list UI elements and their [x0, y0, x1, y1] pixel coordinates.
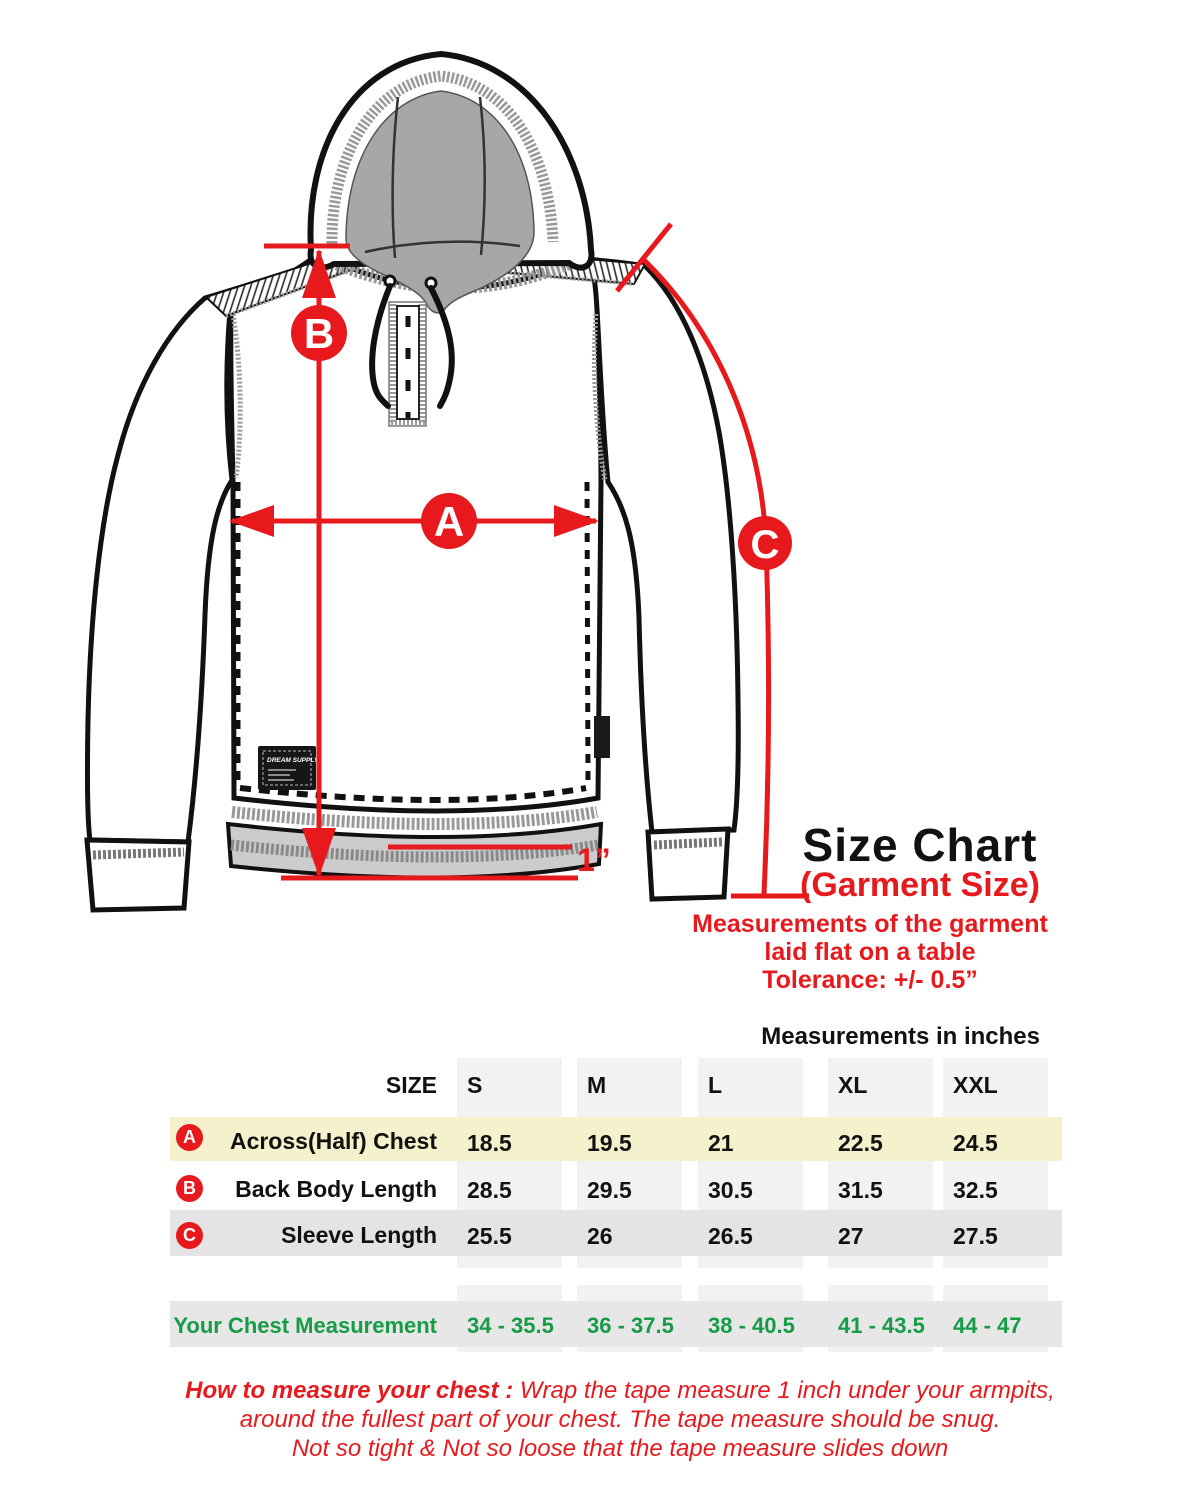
units-note: Measurements in inches [761, 1023, 1040, 1050]
row-c-highlight [170, 1210, 1062, 1256]
row-a-value-m: 19.5 [587, 1130, 632, 1156]
chest-row-label: Your Chest Measurement [173, 1313, 437, 1338]
size-col-l: L [708, 1072, 723, 1098]
size-col-xxl: XXL [953, 1072, 998, 1098]
measure-instructions-rest: Wrap the tape measure 1 inch under your … [519, 1377, 1055, 1404]
drawcords [369, 274, 455, 409]
measure-instructions-bold: How to measure your chest : [185, 1377, 520, 1404]
measure-instructions: How to measure your chest : Wrap the tap… [150, 1376, 1090, 1463]
row-c-label: Sleeve Length [281, 1222, 437, 1248]
hoodie-technical-drawing: DREAM SUPPLY™ A B [84, 50, 809, 913]
left-sleeve [84, 249, 357, 845]
row-a-value-s: 18.5 [467, 1130, 512, 1156]
measure-instructions-line1: How to measure your chest : Wrap the tap… [150, 1376, 1090, 1405]
marker-a-label: A [434, 498, 464, 545]
row-a-value-xl: 22.5 [838, 1130, 883, 1156]
marker-b-label: B [304, 310, 334, 357]
left-cuff [84, 837, 192, 913]
page-title: Size Chart [802, 819, 1038, 871]
row-a-value-l: 21 [708, 1130, 734, 1156]
chest-row-highlight [170, 1301, 1062, 1347]
measurement-overlays: A B C 1” [229, 222, 809, 899]
chest-value-m: 36 - 37.5 [587, 1313, 674, 1338]
marker-c-label: C [751, 523, 780, 567]
hem-one-inch-label: 1” [577, 842, 611, 878]
hem-one-inch-callout: 1” [281, 842, 611, 881]
garment-note-line3: Tolerance: +/- 0.5” [762, 966, 978, 994]
garment-note-line2: laid flat on a table [764, 938, 976, 966]
row-b-value-xxl: 32.5 [953, 1177, 998, 1203]
hood [307, 50, 595, 314]
size-col-s: S [467, 1072, 483, 1098]
row-a-label: Across(Half) Chest [229, 1128, 437, 1154]
garment-note-line1: Measurements of the garment [692, 910, 1048, 938]
page-subtitle: (Garment Size) [800, 866, 1040, 904]
row-b-value-m: 29.5 [587, 1177, 632, 1203]
right-sleeve [486, 249, 741, 835]
hood-binding [326, 70, 559, 249]
chest-value-s: 34 - 35.5 [467, 1313, 554, 1338]
chest-value-xxl: 44 - 47 [953, 1313, 1022, 1338]
row-c-value-s: 25.5 [467, 1223, 512, 1249]
row-c-value-xxl: 27.5 [953, 1223, 998, 1249]
row-c-marker: C [176, 1222, 203, 1249]
row-c-value-xl: 27 [838, 1223, 864, 1249]
row-a-value-xxl: 24.5 [953, 1130, 998, 1156]
row-b-value-s: 28.5 [467, 1177, 512, 1203]
brand-label-patch: DREAM SUPPLY™ [258, 746, 325, 790]
measure-b-arrow: B [264, 243, 350, 877]
row-b-value-xl: 31.5 [838, 1177, 883, 1203]
right-cuff [645, 826, 731, 902]
row-b-value-l: 30.5 [708, 1177, 753, 1203]
button-placket [388, 301, 427, 427]
chest-value-xl: 41 - 43.5 [838, 1313, 925, 1338]
size-header: SIZE [385, 1072, 437, 1098]
measure-a-arrow: A [229, 493, 599, 549]
row-c-value-l: 26.5 [708, 1223, 753, 1249]
row-a-marker: A [176, 1124, 203, 1151]
row-b-label: Back Body Length [235, 1176, 437, 1202]
side-seam-tag [594, 716, 610, 758]
measure-c-arrow: C [615, 222, 809, 899]
row-b-marker: B [176, 1175, 203, 1202]
size-col-m: M [587, 1072, 607, 1098]
measure-instructions-line2: around the fullest part of your chest. T… [239, 1406, 1001, 1433]
brand-label-text: DREAM SUPPLY™ [267, 757, 325, 764]
garment-note: Measurements of the garment laid flat on… [680, 910, 1060, 994]
row-c-value-m: 26 [587, 1223, 613, 1249]
size-col-xl: XL [838, 1072, 868, 1098]
chest-value-l: 38 - 40.5 [708, 1313, 795, 1338]
row-a-highlight [170, 1117, 1062, 1161]
measure-instructions-line3: Not so tight & Not so loose that the tap… [291, 1435, 949, 1462]
